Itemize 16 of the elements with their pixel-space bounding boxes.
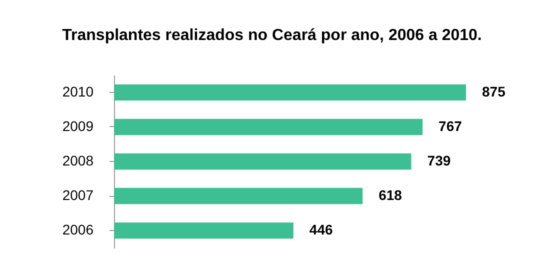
bar bbox=[114, 118, 423, 136]
data-label: 446 bbox=[309, 222, 333, 238]
y-tick-label: 2009 bbox=[62, 118, 94, 134]
data-label: 767 bbox=[438, 118, 462, 134]
y-tick-label: 2006 bbox=[62, 222, 94, 238]
data-label: 875 bbox=[482, 83, 506, 100]
y-tick-label: 2008 bbox=[62, 152, 94, 168]
y-tick-label: 2010 bbox=[62, 83, 94, 100]
bar bbox=[114, 84, 466, 101]
data-label: 618 bbox=[378, 187, 402, 204]
chart-title: Transplantes realizados no Ceará por ano, 2006 a 2010. bbox=[62, 27, 482, 44]
bar bbox=[114, 222, 294, 239]
data-label: 739 bbox=[427, 152, 451, 168]
bar bbox=[114, 188, 363, 204]
bar bbox=[114, 153, 412, 170]
y-tick-label: 2007 bbox=[62, 187, 94, 204]
